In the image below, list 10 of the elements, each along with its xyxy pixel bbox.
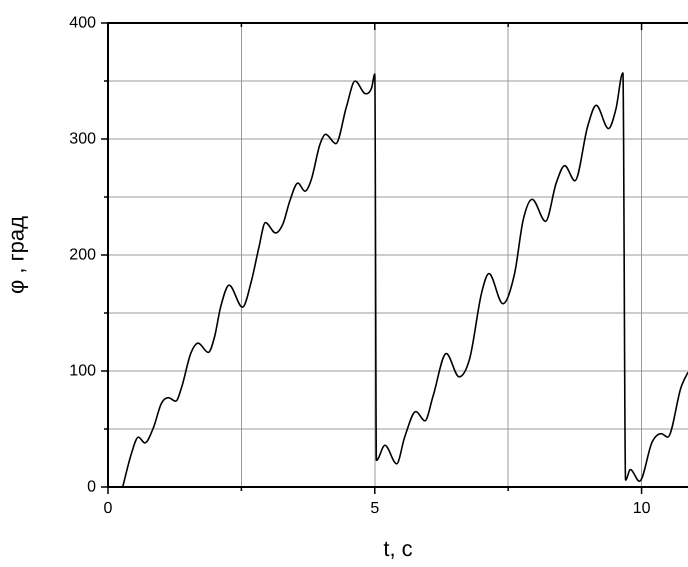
y-tick-label: 100 — [69, 362, 96, 380]
y-tick-label: 200 — [69, 246, 96, 264]
x-tick-label: 0 — [104, 500, 113, 518]
x-axis-title: t, с — [383, 536, 413, 561]
x-tick-label: 10 — [632, 500, 651, 518]
x-tick-label: 5 — [370, 500, 380, 518]
y-tick-label: 400 — [69, 14, 96, 32]
y-axis-title: φ , град — [3, 216, 28, 294]
y-tick-label: 0 — [87, 478, 96, 496]
y-tick-label: 300 — [69, 130, 96, 148]
